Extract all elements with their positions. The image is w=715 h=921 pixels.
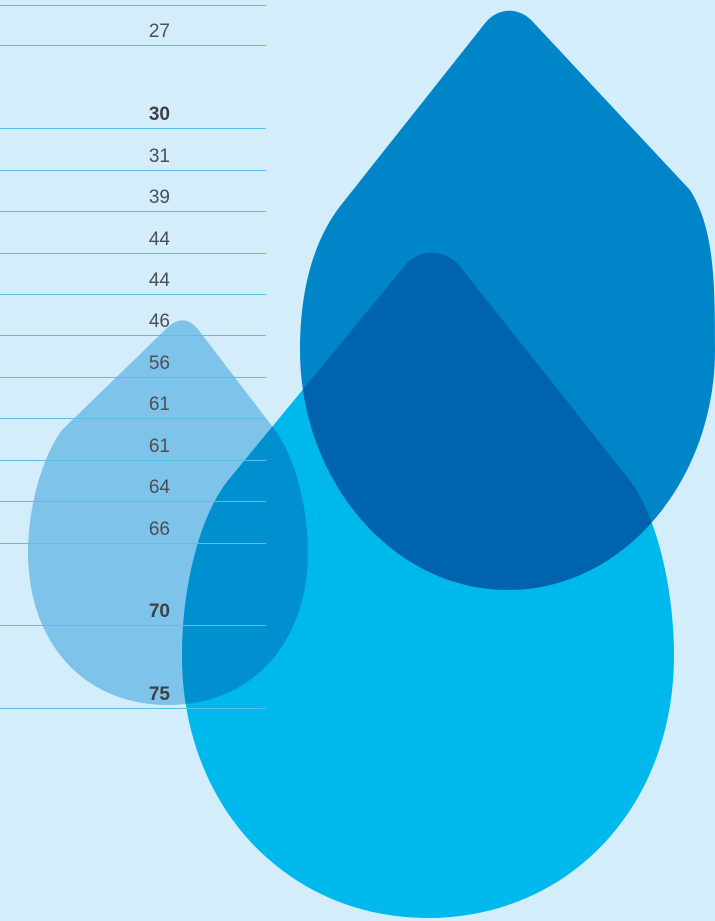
row-value: 66 (148, 519, 170, 540)
row-value: 31 (148, 146, 170, 167)
table-row: 44 (0, 255, 266, 295)
row-divider (0, 625, 266, 626)
table-row: 44 (0, 214, 266, 254)
table-top-rule (0, 5, 266, 6)
row-value: 61 (148, 436, 170, 457)
row-value: 30 (148, 104, 170, 125)
row-value: 64 (148, 477, 170, 498)
row-divider (0, 253, 266, 254)
row-value: 56 (148, 353, 170, 374)
table-row: 30 (0, 89, 266, 129)
row-divider (0, 501, 266, 502)
table-row: 27 (0, 6, 266, 46)
row-divider (0, 211, 266, 212)
table-row: 56 (0, 338, 266, 378)
row-value: 39 (148, 187, 170, 208)
table-row: 31 (0, 131, 266, 171)
table-row: 66 (0, 504, 266, 544)
row-value: 27 (148, 21, 170, 42)
row-value: 46 (148, 311, 170, 332)
table-row: 39 (0, 172, 266, 212)
row-divider (0, 294, 266, 295)
row-value: 75 (148, 684, 170, 705)
row-divider (0, 708, 266, 709)
row-value: 70 (148, 601, 170, 622)
row-divider (0, 460, 266, 461)
row-divider (0, 335, 266, 336)
table-row: 75 (0, 669, 266, 709)
row-value: 61 (148, 394, 170, 415)
row-divider (0, 418, 266, 419)
table-row: 64 (0, 462, 266, 502)
row-value: 44 (148, 270, 170, 291)
values-table: 27 30 31 39 44 44 46 56 61 61 64 66 70 75 (0, 0, 266, 921)
row-value: 44 (148, 229, 170, 250)
row-divider (0, 128, 266, 129)
table-row: 46 (0, 296, 266, 336)
row-divider (0, 543, 266, 544)
row-divider (0, 45, 266, 46)
row-divider (0, 170, 266, 171)
table-row: 61 (0, 421, 266, 461)
table-row: 61 (0, 379, 266, 419)
table-row: 70 (0, 586, 266, 626)
row-divider (0, 377, 266, 378)
